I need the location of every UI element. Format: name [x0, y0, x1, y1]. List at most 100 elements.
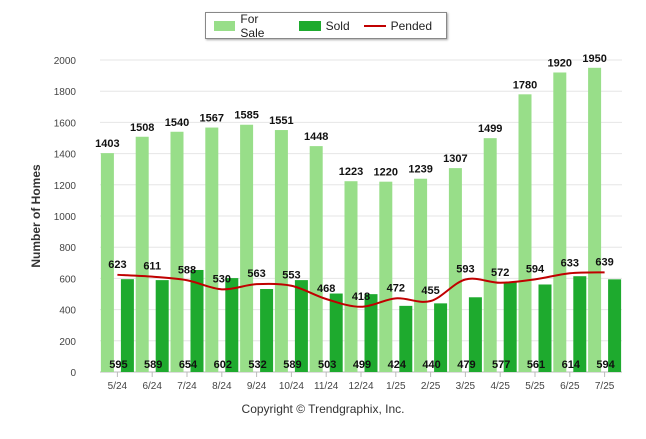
bar-for-sale [240, 124, 254, 373]
bar-sold [399, 305, 413, 372]
label-sold: 503 [318, 359, 336, 371]
label-for-sale: 1950 [582, 53, 606, 65]
label-sold: 595 [109, 359, 127, 371]
y-tick-label: 1600 [54, 118, 77, 129]
pended-line [117, 271, 605, 308]
label-for-sale: 1448 [304, 131, 328, 143]
y-tick-label: 200 [59, 337, 76, 348]
label-pended: 553 [282, 270, 300, 282]
x-tick-label: 6/24 [142, 381, 162, 392]
bar-for-sale [483, 138, 497, 372]
bar-sold [260, 289, 274, 372]
label-sold: 654 [179, 359, 198, 371]
copyright-text: Copyright © Trendgraphix, Inc. [241, 402, 405, 416]
label-for-sale: 1567 [200, 113, 224, 125]
label-for-sale: 1585 [234, 110, 258, 122]
bar-sold [503, 281, 517, 372]
label-sold: 440 [422, 359, 440, 371]
y-tick-label: 0 [70, 368, 76, 379]
bar-for-sale [100, 153, 114, 372]
label-for-sale: 1551 [269, 115, 293, 127]
label-for-sale: 1540 [165, 117, 189, 129]
bar-sold [120, 279, 134, 372]
x-tick-label: 1/25 [386, 381, 406, 392]
bar-for-sale [448, 168, 462, 372]
legend-swatch-sold [298, 20, 321, 31]
label-sold: 589 [283, 359, 301, 371]
bar-for-sale [518, 94, 532, 372]
bar-sold [225, 278, 239, 372]
x-tick-label: 10/24 [279, 381, 304, 392]
label-sold: 424 [388, 359, 407, 371]
label-for-sale: 1307 [443, 153, 467, 165]
bar-for-sale [414, 178, 428, 372]
x-tick-label: 4/25 [490, 381, 510, 392]
bar-for-sale [553, 72, 567, 372]
label-sold: 602 [214, 359, 232, 371]
y-axis-title: Number of Homes [29, 164, 43, 268]
x-tick-label: 12/24 [348, 381, 373, 392]
label-pended: 455 [421, 285, 439, 297]
label-for-sale: 1780 [513, 79, 537, 91]
bar-for-sale [274, 130, 288, 372]
label-pended: 594 [526, 263, 545, 275]
label-for-sale: 1920 [548, 57, 572, 69]
legend-item-for-sale[interactable]: For Sale [214, 12, 285, 40]
x-tick-label: 11/24 [314, 381, 339, 392]
bar-for-sale [309, 146, 323, 372]
y-tick-label: 2000 [54, 56, 77, 67]
bar-sold [608, 279, 622, 372]
label-pended: 611 [143, 261, 161, 273]
legend: For Sale Sold Pended [205, 12, 447, 40]
legend-item-pended[interactable]: Pended [363, 18, 432, 33]
x-tick-label: 7/25 [595, 381, 615, 392]
bar-for-sale [135, 136, 149, 372]
y-tick-label: 400 [59, 306, 76, 317]
y-tick-label: 1400 [54, 150, 77, 161]
legend-swatch-for-sale [214, 20, 236, 31]
label-sold: 561 [527, 359, 545, 371]
label-pended: 563 [247, 268, 265, 280]
label-pended: 588 [178, 264, 196, 276]
bar-for-sale [170, 131, 184, 372]
bar-for-sale [588, 67, 602, 373]
y-tick-label: 1000 [54, 212, 77, 223]
bar-sold [573, 276, 587, 372]
x-tick-label: 5/24 [108, 381, 128, 392]
label-pended: 572 [491, 267, 509, 279]
x-tick-label: 7/24 [177, 381, 197, 392]
label-for-sale: 1239 [408, 164, 432, 176]
bar-sold [155, 280, 169, 372]
bar-sold [538, 284, 552, 372]
bar-sold [468, 297, 482, 372]
label-pended: 468 [317, 283, 335, 295]
label-sold: 499 [353, 359, 371, 371]
label-sold: 577 [492, 359, 510, 371]
legend-label-sold: Sold [325, 18, 350, 33]
x-tick-label: 8/24 [212, 381, 232, 392]
bar-sold [294, 280, 308, 372]
label-pended: 593 [456, 263, 474, 275]
bar-for-sale [205, 127, 219, 372]
x-tick-label: 6/25 [560, 381, 580, 392]
label-sold: 532 [248, 359, 266, 371]
label-pended: 639 [595, 256, 613, 268]
bar-sold [190, 269, 204, 372]
label-for-sale: 1223 [339, 166, 363, 178]
label-sold: 594 [596, 359, 615, 371]
bar-sold [364, 294, 378, 372]
legend-item-sold[interactable]: Sold [298, 18, 350, 33]
bar-for-sale [379, 181, 393, 372]
label-pended: 472 [387, 282, 405, 294]
legend-swatch-pended [363, 24, 386, 27]
legend-label-pended: Pended [390, 18, 432, 33]
x-tick-label: 5/25 [525, 381, 545, 392]
label-pended: 623 [108, 259, 126, 271]
bar-sold [329, 293, 343, 372]
label-for-sale: 1499 [478, 123, 502, 135]
label-pended: 418 [352, 291, 370, 303]
label-sold: 589 [144, 359, 162, 371]
y-tick-label: 600 [59, 274, 76, 285]
